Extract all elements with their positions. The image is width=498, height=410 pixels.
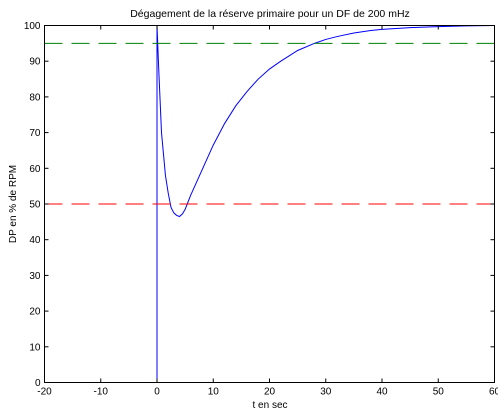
x-tick-label: 60 xyxy=(489,387,498,398)
y-tick-label: 90 xyxy=(29,57,41,68)
x-axis-ticks: -20 -10 0 10 20 30 40 50 60 xyxy=(37,25,498,398)
y-axis-ticks: 0 10 20 30 40 50 60 70 80 90 100 xyxy=(24,21,495,389)
y-tick-label: 100 xyxy=(24,21,41,32)
y-tick-label: 60 xyxy=(29,164,41,175)
y-tick-label: 80 xyxy=(29,92,41,103)
y-tick-label: 0 xyxy=(35,378,41,389)
x-tick-label: 50 xyxy=(433,387,445,398)
y-tick-label: 50 xyxy=(29,200,41,211)
x-tick-label: 0 xyxy=(154,387,160,398)
x-tick-label: -20 xyxy=(37,387,52,398)
y-tick-label: 20 xyxy=(29,307,41,318)
y-axis-label: DP en % de RPM xyxy=(8,165,19,243)
y-tick-label: 70 xyxy=(29,128,41,139)
series-line-response xyxy=(44,25,495,383)
chart-title: Dégagement de la réserve primaire pour u… xyxy=(130,8,410,20)
x-tick-label: -10 xyxy=(94,387,109,398)
x-tick-label: 20 xyxy=(264,387,276,398)
x-tick-label: 40 xyxy=(376,387,388,398)
y-tick-label: 10 xyxy=(29,342,41,353)
x-tick-label: 10 xyxy=(208,387,220,398)
y-tick-label: 30 xyxy=(29,271,41,282)
x-axis-label: t en sec xyxy=(252,400,287,410)
x-tick-label: 30 xyxy=(320,387,332,398)
plot-content xyxy=(44,25,495,383)
y-tick-label: 40 xyxy=(29,235,41,246)
